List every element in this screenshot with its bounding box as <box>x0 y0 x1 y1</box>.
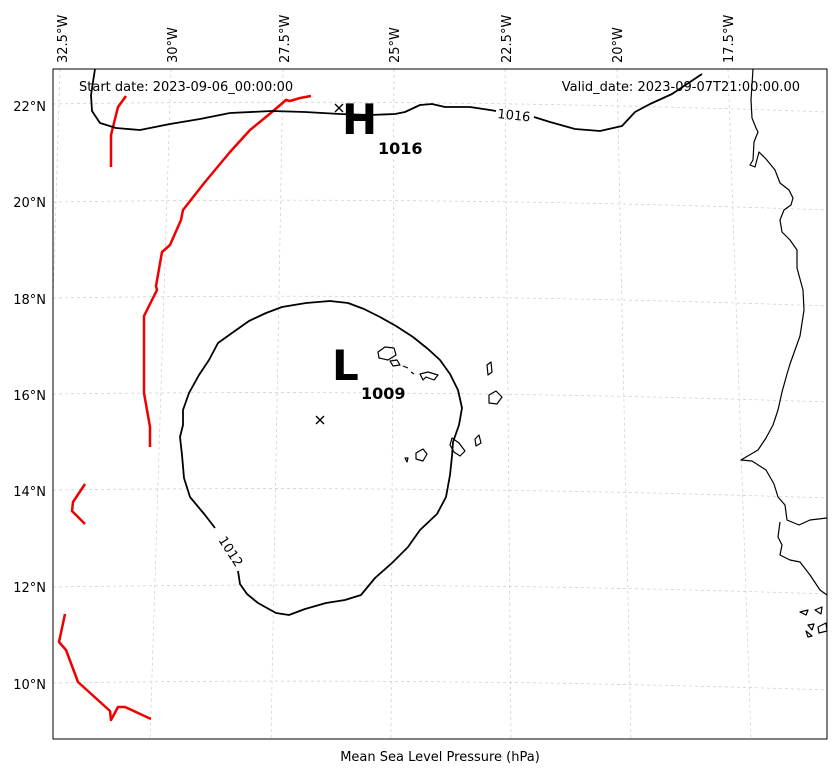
cabo-verde-santa-luzia <box>419 371 439 381</box>
grid-lat-18n <box>53 295 827 307</box>
grid-lon-30w <box>149 69 172 739</box>
cabo-verde-sao-vicente <box>389 359 401 367</box>
grid-lat-14n <box>53 488 827 499</box>
isobar-1016 <box>90 69 703 132</box>
valid-date-label: Valid_date: 2023-09-07T21:00:00.00 <box>562 80 800 95</box>
grid-lat-10n <box>53 680 827 691</box>
cabo-verde-sal <box>486 361 493 376</box>
lon-label-25w: 25°W <box>388 27 403 63</box>
africa-coastline <box>740 69 827 526</box>
bijagos-islands <box>799 606 827 638</box>
pressure-center-markers <box>315 103 344 425</box>
lat-label-10n: 10°N <box>13 678 46 693</box>
front-line-southwest <box>57 613 152 722</box>
lat-label-18n: 18°N <box>13 293 46 308</box>
isobar-1016-label: 1016 <box>497 107 531 125</box>
cabo-verde-santo-antao <box>377 346 397 361</box>
low-center-marker <box>315 415 325 425</box>
cabo-verde-santiago <box>449 437 466 457</box>
cabo-verde-sao-nicolau <box>402 365 415 375</box>
lon-label-32-5w: 32.5°W <box>56 15 71 63</box>
longitude-tick-labels: 32.5°W 30°W 27.5°W 25°W 22.5°W 20°W 17.5… <box>56 15 737 63</box>
africa-coastline-south <box>777 521 827 596</box>
coastlines <box>377 69 827 638</box>
lat-label-12n: 12°N <box>13 581 46 596</box>
low-pressure-value: 1009 <box>361 384 406 403</box>
lat-label-20n: 20°N <box>13 196 46 211</box>
plot-frame <box>52 68 828 740</box>
front-line-northwest <box>109 95 128 167</box>
grid-lat-20n <box>53 199 827 211</box>
cabo-verde-brava <box>404 457 409 463</box>
high-pressure-letter: H <box>342 95 377 144</box>
graticule-grid <box>53 69 827 739</box>
frontal-lines <box>57 94 312 722</box>
front-line-west <box>70 483 87 525</box>
high-pressure-value: 1016 <box>378 139 423 158</box>
lon-label-30w: 30°W <box>166 27 181 63</box>
lon-label-17-5w: 17.5°W <box>722 15 737 63</box>
isobar-1012-label: 1012 <box>215 534 246 570</box>
latitude-tick-labels: 22°N 20°N 18°N 16°N 14°N 12°N 10°N <box>13 100 46 693</box>
grid-lon-32-5w <box>53 69 61 301</box>
low-pressure-letter: L <box>332 341 359 390</box>
cabo-verde-boa-vista <box>488 390 503 405</box>
lat-label-14n: 14°N <box>13 485 46 500</box>
lon-label-22-5w: 22.5°W <box>500 15 515 63</box>
start-date-label: Start date: 2023-09-06_00:00:00 <box>79 80 293 95</box>
isobars <box>90 69 703 616</box>
cabo-verde-maio <box>474 434 482 447</box>
plot-area: 1016 1012 H 1016 L 1009 Start date: 2023… <box>53 69 827 739</box>
grid-lon-27-5w <box>270 69 284 739</box>
grid-lon-22-5w <box>504 69 512 739</box>
lon-label-20w: 20°W <box>611 27 626 63</box>
lat-label-22n: 22°N <box>13 100 46 115</box>
lat-label-16n: 16°N <box>13 389 46 404</box>
grid-lon-25w <box>390 69 395 739</box>
front-line-north <box>142 94 312 447</box>
grid-lat-22n <box>53 101 827 113</box>
grid-lat-16n <box>53 392 827 403</box>
grid-lon-17-5w <box>727 69 752 739</box>
grid-lon-20w <box>616 69 632 739</box>
cabo-verde-fogo <box>415 448 428 462</box>
high-center-marker <box>334 103 344 113</box>
map-caption: Mean Sea Level Pressure (hPa) <box>340 750 540 765</box>
lon-label-27-5w: 27.5°W <box>278 15 293 63</box>
grid-lat-12n <box>53 584 827 595</box>
isobar-1012 <box>179 300 463 616</box>
